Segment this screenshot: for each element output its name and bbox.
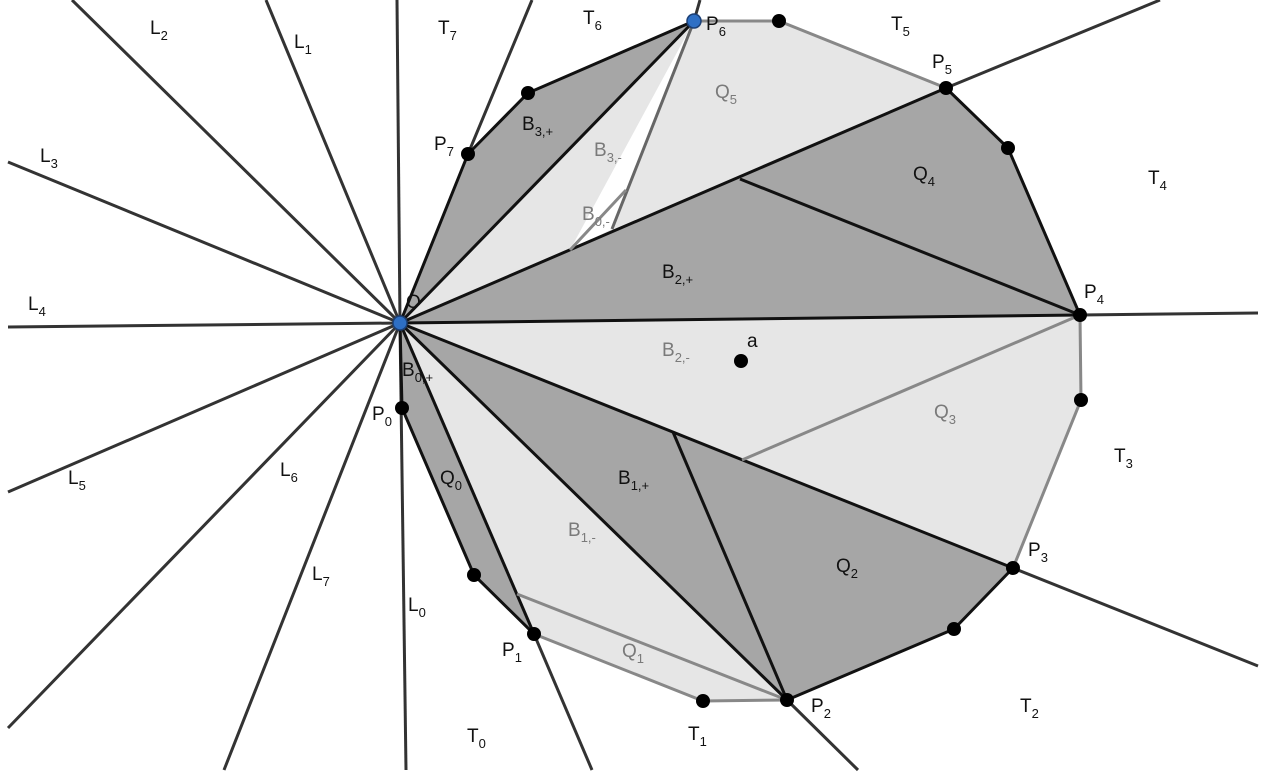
- point-p7: [461, 147, 475, 161]
- label-t6: T6: [583, 8, 602, 33]
- label-b2-plus: B2,+: [662, 262, 693, 287]
- ray-t-p7: [466, 0, 534, 155]
- point-p2: [780, 693, 794, 707]
- label-t7: T7: [438, 18, 457, 43]
- region-q3: [742, 315, 1081, 568]
- diag-o-p4: [399, 313, 1081, 325]
- label-l1: L1: [294, 32, 312, 57]
- edge-o-p0: [398, 322, 404, 409]
- point-p3: [1006, 561, 1020, 575]
- label-t1: T1: [688, 724, 707, 749]
- vertex-p0-p1-mid: [467, 568, 481, 582]
- vertex-p2-p3-mid: [947, 622, 961, 636]
- label-q5: Q5: [715, 82, 737, 107]
- label-p6: P6: [706, 14, 726, 39]
- region-b2-minus: [400, 315, 1080, 460]
- labels: L0 L1 L2 L3 L4 L5 L6 L7 T0 T1 T2 T3 T4 T…: [28, 8, 1167, 751]
- label-t3: T3: [1114, 446, 1133, 471]
- label-l7: L7: [312, 564, 330, 589]
- label-q1: Q1: [622, 641, 644, 666]
- label-t5: T5: [891, 14, 910, 39]
- ray-t-p3: [1012, 566, 1259, 668]
- label-l2: L2: [150, 18, 168, 43]
- label-b3-plus: B3,+: [522, 114, 553, 139]
- diagonals: [398, 19, 1081, 702]
- point-a: [734, 354, 748, 368]
- label-b1-minus: B1,-: [568, 520, 596, 545]
- point-p4: [1073, 308, 1087, 322]
- vertex-p6-p7-mid: [521, 86, 535, 100]
- region-q5: [612, 21, 946, 229]
- label-p5: P5: [932, 52, 952, 77]
- label-p7: P7: [434, 134, 454, 159]
- label-p4: P4: [1084, 282, 1104, 307]
- label-a: a: [747, 331, 758, 352]
- diag-o-p1: [398, 322, 536, 635]
- label-b1-plus: B1,+: [618, 468, 649, 493]
- diag-o-p3: [399, 321, 1014, 570]
- ray-l5: [7, 321, 401, 494]
- diag-q5-p6: [610, 20, 696, 230]
- diag-o-p5: [399, 86, 947, 325]
- label-l5: L5: [68, 468, 86, 493]
- region-b2-plus: [400, 88, 1080, 323]
- label-p0: P0: [372, 404, 392, 429]
- label-q2: Q2: [836, 556, 858, 581]
- label-o: O: [406, 292, 421, 313]
- point-p6: [686, 13, 702, 29]
- label-p2: P2: [811, 696, 831, 721]
- label-q4: Q4: [913, 164, 935, 189]
- ray-l7: [222, 322, 402, 771]
- diag-q1-p2: [516, 592, 788, 702]
- label-b0-minus: B0,-: [582, 204, 610, 229]
- label-p1: P1: [502, 640, 522, 665]
- diag-o-p6: [398, 19, 696, 325]
- label-b3-minus: B3,-: [594, 140, 622, 165]
- label-p3: P3: [1028, 540, 1048, 565]
- vertex-p5-p6-mid: [772, 14, 786, 28]
- point-o: [392, 315, 408, 331]
- label-t2: T2: [1020, 696, 1039, 721]
- diag-b2-p4: [739, 177, 1081, 317]
- diag-b1-p2: [671, 431, 789, 701]
- ray-l4: [7, 321, 401, 329]
- label-b0-plus: B0,+: [402, 360, 433, 385]
- diag-b0-inner: [568, 188, 628, 252]
- ray-t-p5: [945, 0, 1161, 90]
- vertex-p1-p2-mid: [696, 694, 710, 708]
- left-rays: [6, 0, 408, 771]
- ray-l3: [7, 160, 401, 325]
- outer-rays: [395, 0, 1259, 772]
- point-p1: [527, 627, 541, 641]
- ray-t-p2: [785, 698, 860, 772]
- label-l4: L4: [28, 294, 46, 319]
- ray-l1: [264, 0, 402, 324]
- ray-t-up: [395, 0, 402, 324]
- ray-t-p4: [1079, 311, 1259, 317]
- label-l3: L3: [40, 146, 58, 171]
- label-l6: L6: [280, 460, 298, 485]
- label-l0: L0: [408, 595, 426, 620]
- ray-t-p1: [532, 633, 594, 771]
- ray-l2: [70, 0, 402, 325]
- label-q0: Q0: [440, 468, 462, 493]
- point-p0: [395, 401, 409, 415]
- label-b2-minus: B2,-: [662, 340, 690, 365]
- label-q3: Q3: [934, 402, 956, 427]
- diag-o-p2: [398, 321, 789, 702]
- ray-l6: [6, 321, 402, 730]
- diag-q3-p4: [741, 313, 1081, 462]
- label-t4: T4: [1148, 168, 1167, 193]
- point-p5: [939, 81, 953, 95]
- vertex-p3-p4-mid: [1074, 393, 1088, 407]
- vertex-p4-p5-mid: [1001, 141, 1015, 155]
- label-t0: T0: [467, 726, 486, 751]
- edge-p7-o: [398, 153, 470, 324]
- points: [392, 13, 1088, 708]
